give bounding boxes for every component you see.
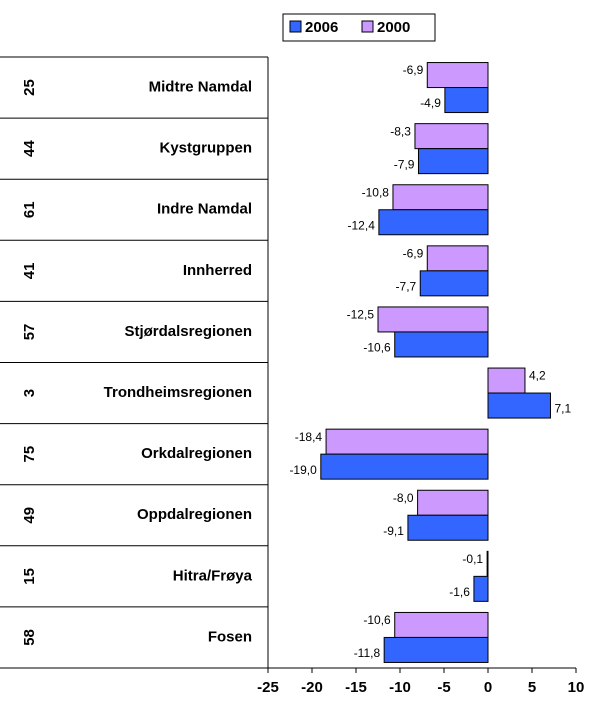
x-tick-label: 5 bbox=[528, 679, 536, 696]
row-number: 41 bbox=[21, 263, 38, 280]
value-label: -10,8 bbox=[362, 185, 390, 199]
value-label: -12,4 bbox=[348, 218, 376, 232]
x-tick-label: 0 bbox=[484, 679, 492, 696]
row-number: 75 bbox=[21, 446, 38, 463]
legend-label: 2006 bbox=[305, 19, 338, 36]
row-number: 58 bbox=[21, 629, 38, 646]
value-label: -4,9 bbox=[420, 96, 441, 110]
bar bbox=[417, 489, 489, 516]
bar bbox=[487, 367, 526, 394]
row-label: Indre Namdal bbox=[157, 201, 252, 218]
bar bbox=[392, 184, 489, 211]
x-tick-label: -25 bbox=[257, 679, 279, 696]
value-label: -11,8 bbox=[354, 646, 381, 660]
x-tick-label: -15 bbox=[345, 679, 367, 696]
legend-swatch bbox=[289, 20, 302, 33]
row-label: Stjørdalsregionen bbox=[124, 323, 252, 340]
value-label: -10,6 bbox=[363, 613, 391, 627]
bar bbox=[426, 245, 489, 272]
bar bbox=[394, 611, 489, 638]
x-tick-label: 10 bbox=[568, 679, 585, 696]
bar bbox=[417, 148, 489, 175]
bar bbox=[444, 87, 489, 114]
row-label: Innherred bbox=[183, 262, 252, 279]
bar bbox=[383, 636, 489, 663]
bar bbox=[473, 575, 489, 602]
row-number: 57 bbox=[21, 324, 38, 341]
value-label: 4,2 bbox=[529, 369, 546, 383]
bar bbox=[486, 550, 489, 577]
value-label: -8,0 bbox=[393, 491, 414, 505]
bar bbox=[378, 209, 489, 236]
row-number: 44 bbox=[21, 140, 38, 157]
bar bbox=[325, 428, 489, 455]
bar bbox=[419, 270, 489, 297]
row-label: Kystgruppen bbox=[159, 140, 252, 157]
value-label: -10,6 bbox=[363, 341, 391, 355]
row-label: Orkdalregionen bbox=[141, 445, 252, 462]
row-number: 49 bbox=[21, 507, 38, 524]
x-tick-label: -5 bbox=[437, 679, 450, 696]
row-number: 15 bbox=[21, 568, 38, 585]
bar bbox=[377, 306, 489, 333]
row-label: Hitra/Frøya bbox=[173, 567, 253, 584]
value-label: -7,9 bbox=[394, 157, 415, 171]
value-label: 7,1 bbox=[554, 402, 571, 416]
row-label: Midtre Namdal bbox=[149, 79, 252, 96]
bar bbox=[407, 514, 489, 541]
row-number: 61 bbox=[21, 201, 38, 218]
bar bbox=[487, 392, 551, 419]
bar bbox=[426, 62, 489, 89]
value-label: -12,5 bbox=[347, 308, 375, 322]
bar bbox=[414, 123, 489, 150]
value-label: -8,3 bbox=[390, 124, 411, 138]
value-label: -6,9 bbox=[403, 63, 424, 77]
value-label: -1,6 bbox=[449, 585, 470, 599]
legend-box bbox=[282, 13, 436, 42]
value-label: -6,9 bbox=[403, 247, 424, 261]
bar bbox=[394, 331, 489, 358]
row-number: 25 bbox=[21, 79, 38, 96]
legend-swatch bbox=[361, 20, 374, 33]
value-label: -18,4 bbox=[295, 430, 323, 444]
row-label: Trondheimsregionen bbox=[104, 384, 252, 401]
x-tick-label: -20 bbox=[301, 679, 323, 696]
bar bbox=[320, 453, 489, 480]
row-label: Fosen bbox=[208, 628, 252, 645]
value-label: -19,0 bbox=[289, 463, 317, 477]
row-label: Oppdalregionen bbox=[137, 506, 252, 523]
value-label: -9,1 bbox=[383, 524, 404, 538]
value-label: -0,1 bbox=[462, 552, 483, 566]
legend-label: 2000 bbox=[377, 19, 410, 36]
value-label: -7,7 bbox=[396, 280, 417, 294]
row-number: 3 bbox=[21, 389, 38, 397]
x-tick-label: -10 bbox=[389, 679, 411, 696]
